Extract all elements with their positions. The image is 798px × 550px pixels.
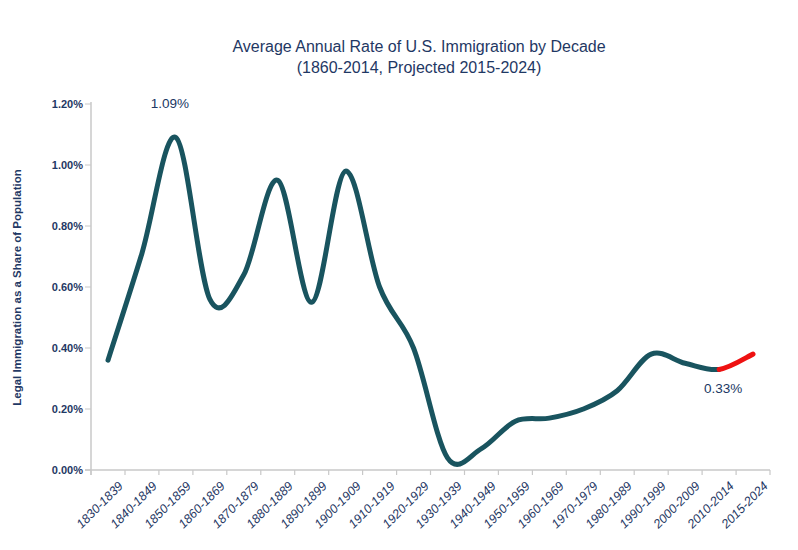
y-tick-label: 1.00%	[37, 159, 83, 171]
y-tick-label: 1.20%	[37, 98, 83, 110]
x-axis-ticks	[91, 470, 770, 475]
historical-rate-line	[108, 137, 719, 464]
y-axis-ticks	[85, 104, 91, 470]
y-tick-label: 0.60%	[37, 281, 83, 293]
y-tick-label: 0.80%	[37, 220, 83, 232]
projected-rate-line	[719, 354, 753, 369]
plot-area	[0, 0, 798, 550]
y-tick-label: 0.40%	[37, 342, 83, 354]
y-tick-label: 0.20%	[37, 403, 83, 415]
immigration-chart: Average Annual Rate of U.S. Immigration …	[0, 0, 798, 550]
y-tick-label: 0.00%	[37, 464, 83, 476]
annotation-0.33%: 0.33%	[704, 381, 742, 396]
annotation-1.09%: 1.09%	[151, 96, 189, 111]
